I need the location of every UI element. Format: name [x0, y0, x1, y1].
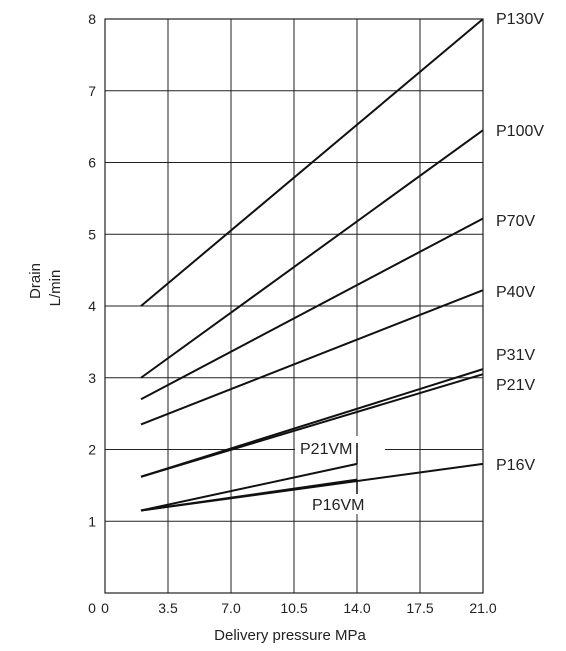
series-label-p16vm: P16VM [312, 497, 364, 514]
plot-frame [104, 18, 484, 594]
series-labels: P130V P100V P70V P40V P31V P21V P16V P21VM P16VM [295, 11, 544, 514]
series-line-p40v [140, 289, 484, 426]
series-line-p130v [140, 18, 484, 307]
y-tick-label: 8 [88, 11, 96, 27]
x-axis-title: Delivery pressure MPa [214, 627, 366, 644]
y-tick-label: 4 [88, 298, 96, 314]
y-tick-label: 1 [88, 513, 96, 529]
y-tick-label: 3 [88, 370, 96, 386]
x-tick-label-zero: 0 [88, 600, 96, 616]
series-line-p16vm [140, 478, 358, 512]
series-line-p100v [140, 129, 484, 379]
y-tick-label: 2 [88, 442, 96, 458]
series-label-p40v: P40V [496, 284, 535, 301]
series-label-p70v: P70V [496, 213, 535, 230]
grid [105, 19, 483, 593]
series-line-p21vm [140, 462, 358, 512]
series-label-bg-p16vm [308, 492, 386, 514]
series-label-p130v: P130V [496, 11, 544, 28]
y-tick-label: 7 [88, 83, 96, 99]
x-tick-label: 7.0 [221, 600, 241, 616]
series-label-p21vm: P21VM [300, 441, 352, 458]
x-tick-label: 3.5 [158, 600, 178, 616]
series-label-p100v: P100V [496, 123, 544, 140]
y-tick-label: 5 [88, 226, 96, 242]
series-label-p31v: P31V [496, 347, 535, 364]
series-line-p21v [140, 373, 484, 478]
x-tick-label: 17.5 [406, 600, 433, 616]
y-tick-label: 6 [88, 155, 96, 171]
y-axis-title-line1: Drain [27, 263, 44, 299]
series-label-p21v: P21V [496, 377, 535, 394]
series-line-p70v [140, 217, 484, 401]
x-tick-label: 14.0 [343, 600, 370, 616]
plot-border [104, 18, 484, 594]
series-label-p16v: P16V [496, 457, 535, 474]
series-lines [140, 18, 484, 512]
x-tick-label: 10.5 [280, 600, 307, 616]
series-label-bg-p21vm [295, 436, 385, 458]
x-tick-label: 21.0 [469, 600, 496, 616]
y-axis-title-line2: L/min [47, 270, 64, 307]
tick-labels: 0 3.5 7.0 10.5 14.0 17.5 21.0 0 1 2 3 4 5 6 7 8 [88, 11, 497, 616]
x-tick-label: 0 [101, 600, 109, 616]
